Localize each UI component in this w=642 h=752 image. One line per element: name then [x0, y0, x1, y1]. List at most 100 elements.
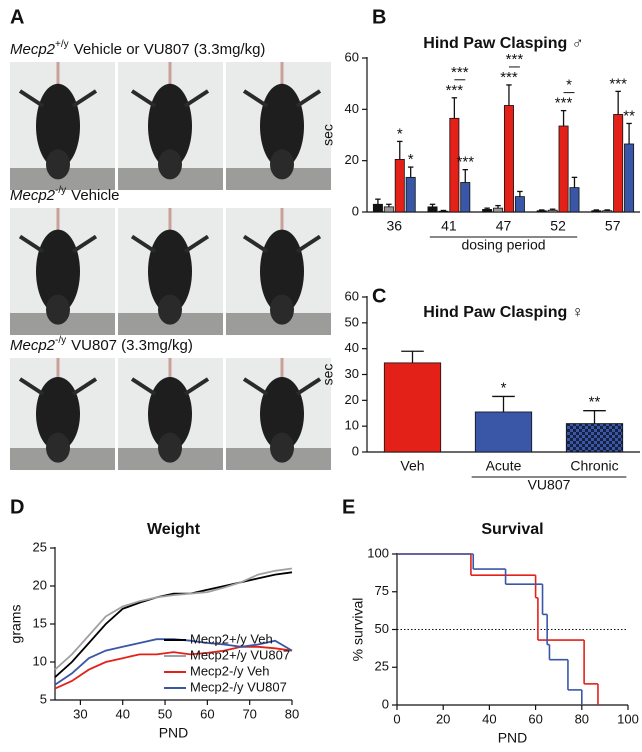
leg — [130, 377, 157, 396]
head — [46, 432, 70, 463]
legend-label: Mecp2-/y Veh — [190, 663, 270, 678]
group-label: VU807 — [528, 477, 571, 493]
gene: Mecp2 — [10, 41, 56, 58]
bar — [569, 187, 580, 213]
head — [46, 149, 70, 180]
y-tick-label: 0 — [352, 203, 359, 218]
photo — [10, 358, 115, 470]
leg — [18, 89, 45, 108]
y-tick-label: 10 — [33, 653, 47, 668]
y-tick-label: 60 — [345, 49, 359, 64]
leg — [242, 234, 269, 254]
x-tick-label: 40 — [115, 706, 129, 721]
gene: Mecp2 — [10, 337, 56, 354]
significance: *** — [555, 95, 573, 112]
chart-title: Hind Paw Clasping ♀ — [423, 304, 583, 321]
bar — [383, 206, 394, 213]
significance: ** — [589, 394, 601, 411]
bar — [482, 209, 493, 213]
treatment: Vehicle — [71, 187, 119, 204]
y-tick-label: 40 — [345, 101, 359, 116]
photo — [118, 358, 223, 470]
x-tick-label: 41 — [441, 218, 457, 234]
y-tick-label: 5 — [40, 691, 47, 706]
leg — [71, 234, 98, 254]
panel-letter: A — [10, 6, 24, 28]
bar — [493, 207, 504, 213]
bracket-significance: *** — [506, 51, 524, 68]
y-tick-label: 25 — [375, 659, 389, 674]
mouse — [148, 377, 192, 451]
y-tick-label: 50 — [345, 314, 359, 329]
mouse — [148, 83, 192, 169]
x-tick-label: 50 — [158, 706, 172, 721]
significance: * — [397, 125, 403, 142]
x-tick-label: 47 — [496, 218, 512, 234]
head — [46, 294, 70, 325]
x-tick-label: 36 — [387, 218, 403, 234]
y-tick-label: 20 — [345, 392, 359, 407]
row-label: Mecp2-/y VU807 (3.3mg/kg) — [10, 335, 193, 354]
chart-title: Survival — [481, 521, 543, 538]
genotype: +/y — [55, 39, 69, 50]
bar — [591, 210, 602, 213]
x-tick-label: 60 — [528, 711, 542, 726]
photo-floor — [226, 313, 331, 335]
x-tick-label: 52 — [550, 218, 566, 234]
y-tick-label: 20 — [345, 152, 359, 167]
bar — [547, 209, 558, 213]
x-tick-label: Acute — [486, 458, 522, 474]
y-tick-label: 50 — [375, 621, 389, 636]
x-tick-label: 70 — [242, 706, 256, 721]
head — [158, 294, 182, 325]
chart-title: Weight — [147, 521, 201, 538]
x-tick-label: 0 — [393, 711, 400, 726]
x-tick-label: 30 — [73, 706, 87, 721]
photo — [226, 208, 331, 335]
leg — [18, 377, 45, 396]
y-axis-label: % survival — [350, 598, 366, 662]
bar — [394, 158, 405, 213]
bar — [558, 125, 569, 213]
legend-label: Mecp2+/y Veh — [190, 631, 273, 646]
gene: Mecp2 — [10, 187, 56, 204]
bar — [405, 176, 416, 213]
x-tick-label: Chronic — [570, 458, 618, 474]
panel-letter: E — [342, 496, 355, 518]
y-tick-label: 75 — [375, 583, 389, 598]
y-tick-label: 0 — [382, 696, 389, 711]
photo — [10, 208, 115, 335]
y-tick-label: 10 — [345, 418, 359, 433]
leg — [183, 89, 210, 108]
bracket-significance: *** — [451, 64, 469, 81]
y-axis-label: grams — [8, 605, 24, 644]
panel-letter: C — [372, 285, 386, 307]
y-axis-label: sec — [320, 364, 336, 386]
y-tick-label: 100 — [367, 545, 389, 560]
leg — [130, 234, 157, 254]
row-label: Mecp2+/y Vehicle or VU807 (3.3mg/kg) — [10, 39, 265, 58]
mouse — [36, 229, 80, 314]
bar — [514, 196, 525, 213]
x-axis-label: PND — [159, 725, 189, 741]
mouse — [260, 377, 304, 451]
y-tick-label: 15 — [33, 615, 47, 630]
bracket-significance: * — [566, 77, 572, 94]
significance: *** — [500, 69, 518, 86]
bar — [613, 114, 624, 213]
photo — [10, 62, 115, 190]
x-tick-label: 80 — [575, 711, 589, 726]
bar — [536, 210, 547, 213]
bar — [474, 411, 533, 453]
bar — [624, 143, 635, 213]
photo-floor — [226, 168, 331, 190]
head — [270, 294, 294, 325]
genotype: -/y — [55, 335, 66, 346]
leg — [242, 377, 269, 396]
photo — [226, 358, 331, 470]
leg — [295, 234, 322, 254]
x-tick-label: 60 — [200, 706, 214, 721]
leg — [183, 377, 210, 396]
legend-label: Mecp2+/y VU807 — [190, 647, 290, 662]
photo-floor — [10, 313, 115, 335]
